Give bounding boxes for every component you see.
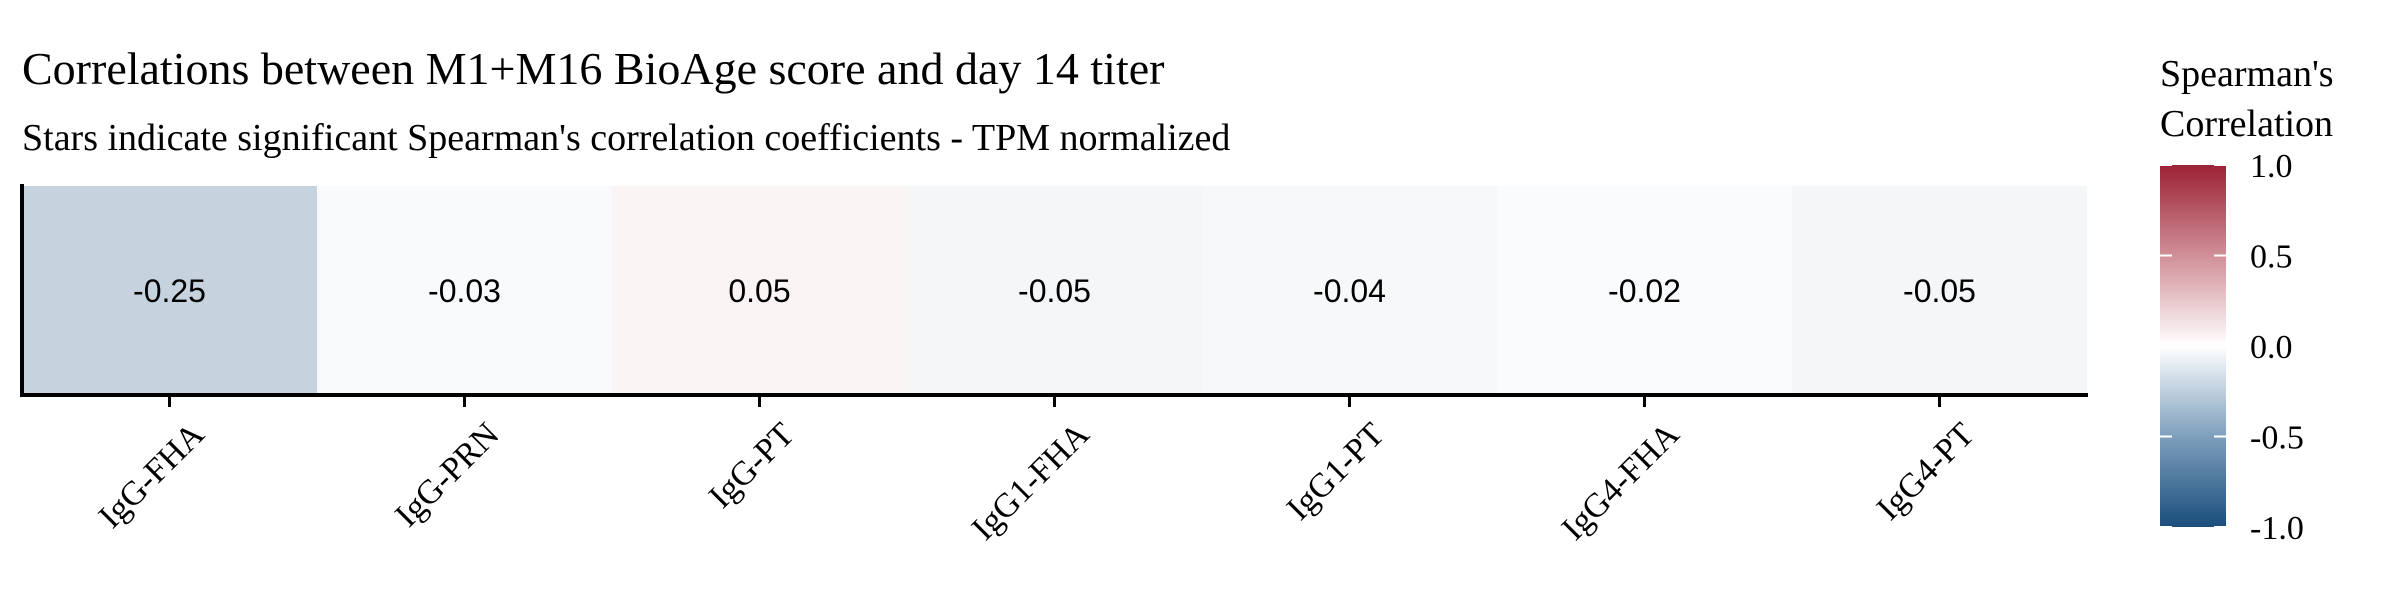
- cell-value-label: -0.25: [133, 273, 206, 309]
- x-tick-label: IgG4-PT: [1870, 416, 1982, 528]
- heatmap-cell: [317, 186, 612, 394]
- x-tick-label: IgG-PRN: [388, 416, 506, 534]
- heatmap-cell: [1497, 186, 1792, 394]
- heatmap-cell: [22, 186, 317, 394]
- x-tick-label: IgG-FHA: [92, 416, 212, 536]
- legend-title-line2: Correlation: [2160, 103, 2333, 145]
- legend-title-line1: Spearman's: [2160, 53, 2334, 95]
- x-tick-label: IgG-PT: [702, 416, 802, 516]
- chart-subtitle: Stars indicate significant Spearman's co…: [22, 117, 1230, 159]
- cell-value-label: -0.03: [428, 273, 501, 309]
- color-legend: Spearman's Correlation 1.0 0.5 0.0 -0.5 -1.0: [2160, 53, 2334, 547]
- heatmap-cell: [907, 186, 1202, 394]
- legend-ticks: 1.0 0.5 0.0 -0.5 -1.0: [2160, 148, 2304, 547]
- x-tick-label: IgG4-FHA: [1555, 416, 1687, 548]
- cell-value-label: 0.05: [728, 273, 790, 309]
- heatmap-cell: [1792, 186, 2087, 394]
- heatmap-cell: [612, 186, 907, 394]
- heatmap-cells: [22, 186, 2087, 394]
- x-tick-label: IgG1-PT: [1280, 416, 1392, 528]
- chart-title: Correlations between M1+M16 BioAge score…: [22, 43, 1164, 94]
- heatmap-value-labels: -0.25 -0.03 0.05 -0.05 -0.04 -0.02 -0.05: [133, 273, 1976, 309]
- legend-tick-label: -1.0: [2250, 510, 2304, 547]
- heatmap-cell: [1202, 186, 1497, 394]
- x-axis-ticks: IgG-FHA IgG-PRN IgG-PT IgG1-FHA IgG1-PT IgG4-…: [92, 395, 1982, 548]
- cell-value-label: -0.02: [1608, 273, 1681, 309]
- legend-tick-label: 0.5: [2250, 239, 2293, 276]
- cell-value-label: -0.05: [1018, 273, 1091, 309]
- legend-tick-label: -0.5: [2250, 420, 2304, 457]
- legend-tick-label: 1.0: [2250, 148, 2293, 185]
- x-tick-label: IgG1-FHA: [965, 416, 1097, 548]
- cell-value-label: -0.04: [1313, 273, 1386, 309]
- cell-value-label: -0.05: [1903, 273, 1976, 309]
- legend-tick-label: 0.0: [2250, 329, 2293, 366]
